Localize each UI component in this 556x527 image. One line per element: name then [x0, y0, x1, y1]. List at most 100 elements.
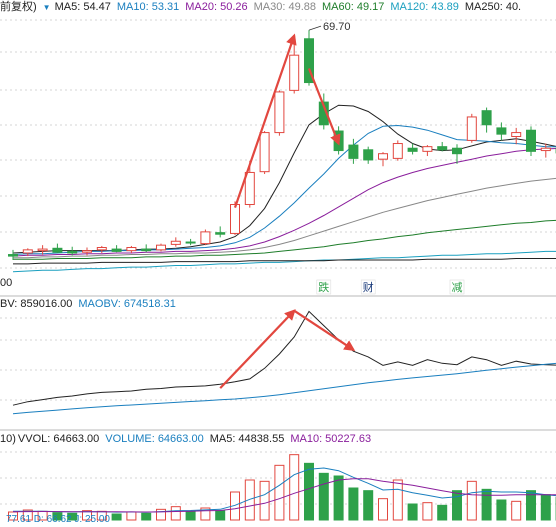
volume-bar-up — [422, 502, 433, 521]
event-marker-label: 减 — [452, 281, 463, 294]
volume-bar-up — [170, 506, 181, 521]
volume-bar-down — [363, 490, 374, 521]
legend-ma5: MA5: 54.47 — [54, 1, 111, 13]
volume-bar-down — [304, 462, 314, 521]
candle-up — [274, 91, 285, 134]
volume-bar-up — [392, 479, 403, 521]
price-axis-label: 00 — [0, 277, 13, 289]
event-marker-label: 财 — [363, 280, 374, 294]
volume-bar-up — [22, 509, 33, 521]
price-ma-line-ma250 — [13, 258, 556, 265]
peak-pointer — [308, 25, 322, 31]
legend-ma60: MA60: 49.17 — [321, 1, 385, 13]
legend-vvol: VVOL: 64663.00 — [17, 433, 100, 445]
volume-bar-down — [52, 512, 63, 521]
candle-up — [230, 204, 240, 234]
candle-up — [511, 132, 522, 137]
volume-bar-down — [215, 510, 226, 521]
volume-bar-down — [526, 490, 536, 521]
candle-up — [422, 146, 433, 152]
candle-down — [481, 110, 492, 126]
volume-bar-up — [200, 507, 211, 521]
candle-up — [244, 171, 255, 206]
volume-bar-up — [244, 479, 255, 521]
legend-volume: VOLUME: 64663.00 — [105, 433, 204, 445]
event-marker-box — [316, 279, 332, 295]
candle-down — [8, 254, 18, 257]
candle-down — [437, 146, 448, 151]
candle-down — [496, 127, 507, 135]
peak-label: 69.70 — [323, 21, 351, 33]
legend-ma250: MA250: 40. — [464, 1, 522, 13]
price-ma-line-ma5 — [12, 104, 556, 254]
candle-down — [52, 247, 63, 253]
vol-legend-prefix: 10) — [0, 433, 16, 445]
obv-line-maobv — [12, 362, 556, 415]
volume-bar-down — [540, 494, 551, 521]
candle-up — [170, 240, 181, 245]
candle-up — [126, 247, 137, 252]
volume-bar-down — [141, 512, 152, 521]
candle-down — [304, 38, 314, 84]
volume-bar-up — [82, 510, 92, 521]
candle-down — [141, 248, 152, 252]
volume-bar-down — [437, 504, 448, 521]
volume-bar-up — [8, 511, 18, 521]
price-ma-line-ma60 — [13, 219, 556, 260]
volume-bar-down — [185, 511, 196, 521]
candle-up — [156, 244, 166, 251]
legend-ma10: MA10: 53.31 — [116, 1, 180, 13]
legend-vol-ma5: MA5: 44838.55 — [209, 433, 285, 445]
price-ma-line-ma20 — [12, 147, 556, 257]
candle-down — [111, 248, 122, 252]
vol-legend: 10) VVOL: 64663.00 VOLUME: 64663.00 MA5: 44… — [0, 432, 377, 446]
volume-bar-down — [452, 490, 462, 521]
price-legend: 前复权) ▼ MA5: 54.47 MA10: 53.31 MA20: 50.26 MA3… — [0, 0, 527, 15]
volume-bar-down — [318, 472, 329, 521]
price-ma-line-ma120 — [12, 250, 556, 273]
legend-dot-icon: ▼ — [42, 3, 51, 12]
volume-bar-up — [259, 480, 270, 521]
candle-down — [185, 241, 196, 244]
candle-up — [392, 143, 403, 159]
volume-bar-down — [407, 503, 418, 521]
price-ma-line-ma30 — [13, 177, 556, 259]
candle-down — [318, 101, 329, 126]
candle-up — [37, 248, 48, 252]
volume-bar-up — [466, 480, 477, 521]
volume-bar-up — [126, 511, 137, 521]
candle-up — [82, 250, 92, 253]
volume-bar-down — [333, 475, 344, 521]
price-legend-prefix: 前复权) — [0, 1, 37, 13]
volume-bar-down — [67, 512, 78, 521]
candle-up — [200, 231, 211, 245]
candle-down — [348, 144, 359, 159]
legend-ma120: MA120: 43.89 — [390, 1, 459, 13]
event-marker-label: 跌 — [318, 280, 329, 294]
legend-ma20: MA20: 50.26 — [185, 1, 248, 13]
volume-bar-down — [481, 488, 492, 521]
volume-ma-line-ma10 — [12, 478, 556, 513]
event-marker-box — [449, 279, 465, 295]
candle-down — [215, 232, 226, 235]
volume-bar-up — [289, 454, 300, 521]
event-marker-box — [360, 279, 376, 295]
obv-trend-arrow — [219, 309, 296, 389]
obv-line-obv — [12, 310, 556, 406]
volume-bar-down — [496, 499, 507, 521]
volume-bar-up — [511, 500, 522, 521]
legend-ma30: MA30: 49.88 — [253, 1, 316, 13]
candle-up — [259, 132, 270, 173]
candle-down — [407, 147, 418, 152]
candle-up — [289, 54, 300, 91]
price-trend-arrow — [233, 33, 297, 208]
candle-up — [96, 247, 107, 251]
volume-bar-up — [378, 498, 388, 521]
candle-down — [452, 147, 462, 155]
volume-bar-up — [156, 508, 166, 521]
candle-up — [466, 116, 477, 141]
obv-trend-arrow — [293, 309, 356, 351]
legend-maobv: MAOBV: 674518.31 — [78, 298, 176, 310]
candle-up — [540, 147, 551, 152]
